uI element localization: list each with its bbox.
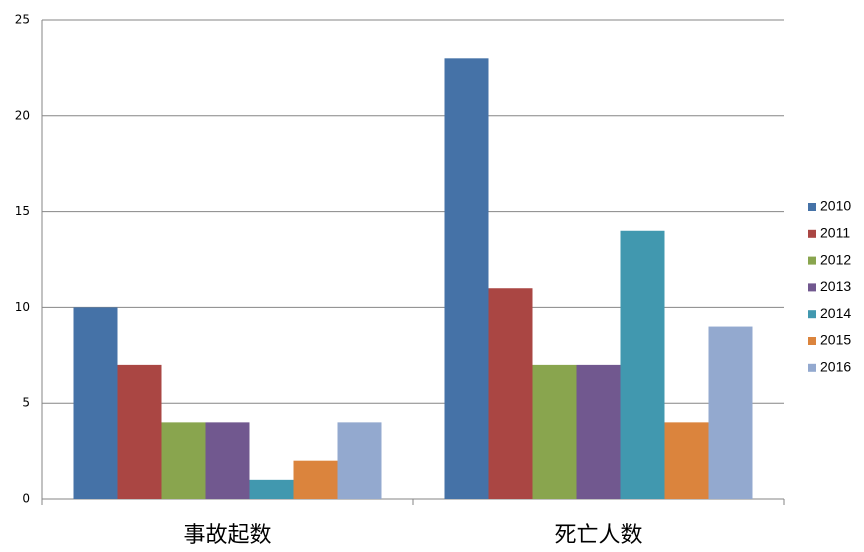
bar	[576, 364, 621, 499]
bar	[161, 422, 206, 499]
bar	[73, 307, 118, 499]
legend-swatch	[808, 337, 816, 345]
y-tick-label: 0	[22, 492, 30, 506]
legend-swatch	[808, 283, 816, 292]
y-tick-label: 25	[15, 13, 30, 27]
bar	[532, 364, 577, 499]
bar	[337, 422, 382, 499]
legend-swatch	[808, 310, 816, 319]
x-tick-label: 事故起数	[183, 523, 271, 548]
legend-label: 2016	[820, 359, 851, 375]
legend-label: 2012	[820, 251, 851, 267]
legend-label: 2013	[820, 278, 851, 294]
bar	[664, 422, 709, 499]
legend-label: 2011	[820, 225, 850, 241]
legend-swatch	[808, 203, 816, 211]
x-tick-label: 死亡人数	[554, 523, 642, 548]
bar	[444, 58, 489, 499]
y-tick-label: 20	[15, 108, 30, 122]
bar	[117, 364, 162, 499]
bar	[293, 460, 338, 499]
bar	[708, 326, 753, 499]
y-tick-label: 15	[15, 204, 30, 218]
bar	[249, 479, 294, 499]
y-tick-label: 10	[15, 300, 30, 314]
legend-label: 2010	[820, 198, 851, 214]
bar	[205, 422, 250, 499]
bar	[488, 288, 533, 499]
legend-swatch	[808, 363, 816, 372]
legend-label: 2014	[820, 305, 851, 321]
legend-swatch	[808, 256, 816, 265]
y-tick-label: 5	[22, 396, 30, 410]
bar	[620, 230, 665, 499]
legend-swatch	[808, 229, 816, 238]
legend-label: 2015	[820, 332, 851, 348]
